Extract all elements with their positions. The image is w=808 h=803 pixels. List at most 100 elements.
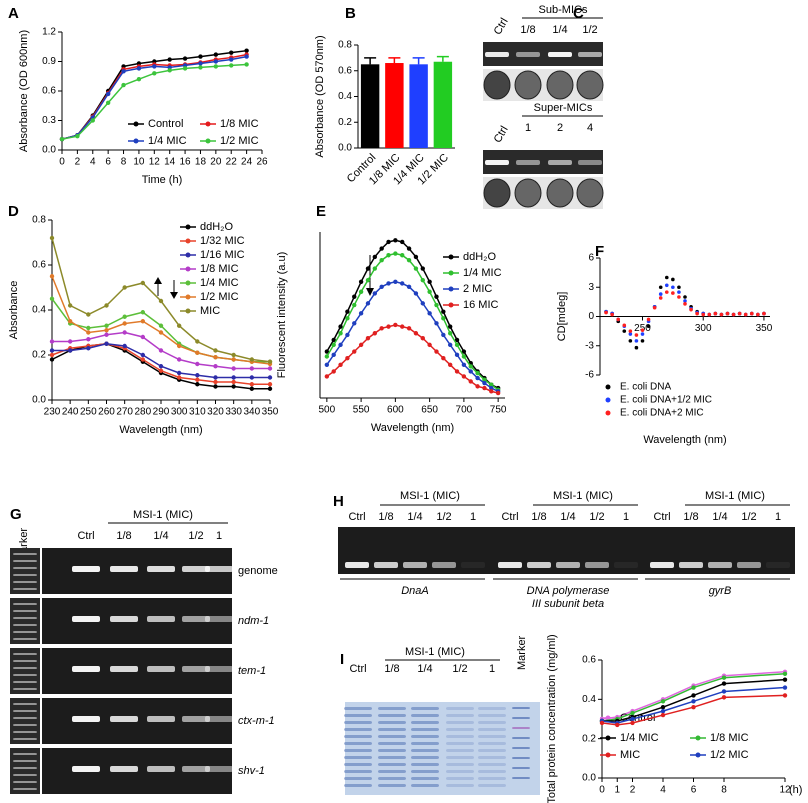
y-axis-label: Fluorescent intensity (a.u) xyxy=(276,252,288,379)
x-axis-label: (h) xyxy=(789,784,802,796)
data-point xyxy=(249,386,255,391)
legend-label: ddH₂O xyxy=(200,221,233,233)
x-tick-label: 26 xyxy=(256,157,268,168)
data-point xyxy=(176,375,182,380)
data-point xyxy=(372,254,378,260)
data-point xyxy=(358,311,364,316)
gel-band xyxy=(478,728,506,731)
x-tick-label: 320 xyxy=(207,407,224,418)
gel-band xyxy=(110,766,138,772)
gel-band xyxy=(13,581,37,583)
data-point xyxy=(198,54,203,59)
gel-band xyxy=(411,770,439,773)
gel-band xyxy=(446,707,474,710)
gene-label: gyrB xyxy=(709,585,732,597)
data-point xyxy=(324,349,330,354)
cell xyxy=(483,70,511,100)
gel-band xyxy=(614,562,638,568)
data-point xyxy=(454,369,460,374)
data-point xyxy=(267,375,273,380)
data-point xyxy=(664,290,669,294)
lane-label: 1/2 xyxy=(589,511,604,523)
data-point xyxy=(400,281,405,286)
gel-band xyxy=(478,721,506,724)
y-tick-label: 0 xyxy=(588,311,594,322)
panel-label: E xyxy=(316,203,326,220)
data-point xyxy=(413,331,419,336)
gel-band xyxy=(72,666,100,672)
x-tick-label: 0 xyxy=(599,785,605,796)
data-point xyxy=(140,357,146,362)
data-point xyxy=(140,280,146,286)
gel-band xyxy=(13,567,37,569)
data-point xyxy=(267,382,273,387)
data-point xyxy=(345,309,350,314)
legend-marker xyxy=(695,735,701,741)
y-tick-label: 0.9 xyxy=(42,56,56,67)
data-point xyxy=(195,377,200,382)
gel-band xyxy=(411,707,439,710)
y-tick-label: 0.2 xyxy=(582,733,596,744)
gel-band xyxy=(378,714,406,717)
data-point xyxy=(324,362,330,367)
data-point xyxy=(158,348,164,353)
gel-band xyxy=(344,714,372,717)
gel-band xyxy=(205,566,233,572)
gel-band xyxy=(378,777,406,780)
legend-label: 1/32 MIC xyxy=(200,235,245,247)
data-point xyxy=(630,716,635,722)
data-point xyxy=(683,295,687,299)
gel-band xyxy=(13,760,37,762)
legend-label: 1/2 MIC xyxy=(710,749,749,761)
data-point xyxy=(372,291,378,296)
data-point xyxy=(167,68,172,73)
data-point xyxy=(195,339,200,344)
data-point xyxy=(454,352,460,358)
data-point xyxy=(267,366,273,371)
gel-band xyxy=(378,735,406,738)
data-point xyxy=(447,324,453,329)
data-point xyxy=(691,693,696,698)
gel-band xyxy=(110,666,138,672)
data-point xyxy=(658,292,663,296)
gel-band xyxy=(411,742,439,745)
lane-label: Ctrl xyxy=(348,511,365,523)
data-point xyxy=(86,337,91,342)
gel-band xyxy=(344,763,372,766)
gel-band xyxy=(205,616,233,622)
gel-band xyxy=(446,728,474,731)
data-point xyxy=(338,342,343,348)
data-point xyxy=(104,303,109,308)
x-tick-label: 650 xyxy=(421,405,438,416)
gel-band xyxy=(411,728,439,731)
x-tick-label: 4 xyxy=(90,157,96,168)
gel-band xyxy=(478,714,506,717)
gel-band xyxy=(345,562,369,568)
data-point xyxy=(731,312,736,317)
data-point xyxy=(136,66,142,71)
gel-band xyxy=(446,756,474,759)
data-point xyxy=(379,258,384,263)
gel-band xyxy=(13,781,37,783)
group-label: Sub-MICs xyxy=(539,4,588,16)
gel-band xyxy=(72,716,100,722)
series-line xyxy=(326,324,499,394)
data-point xyxy=(434,349,439,354)
group-label: MSI-1 (MIC) xyxy=(405,646,465,658)
data-point xyxy=(447,331,453,336)
bar xyxy=(385,63,404,148)
data-point xyxy=(441,309,446,314)
data-point xyxy=(475,375,480,381)
data-point xyxy=(468,379,473,384)
data-point xyxy=(652,305,657,310)
cell xyxy=(514,178,542,208)
arrow-head xyxy=(170,292,178,299)
x-tick-label: 330 xyxy=(225,407,242,418)
legend-label: 1/4 MIC xyxy=(620,732,659,744)
data-point xyxy=(664,275,669,280)
legend-label: 16 MIC xyxy=(463,299,499,311)
legend-label: MIC xyxy=(200,305,220,317)
data-point xyxy=(762,311,766,316)
data-point xyxy=(49,352,55,358)
gel-band xyxy=(110,716,138,722)
